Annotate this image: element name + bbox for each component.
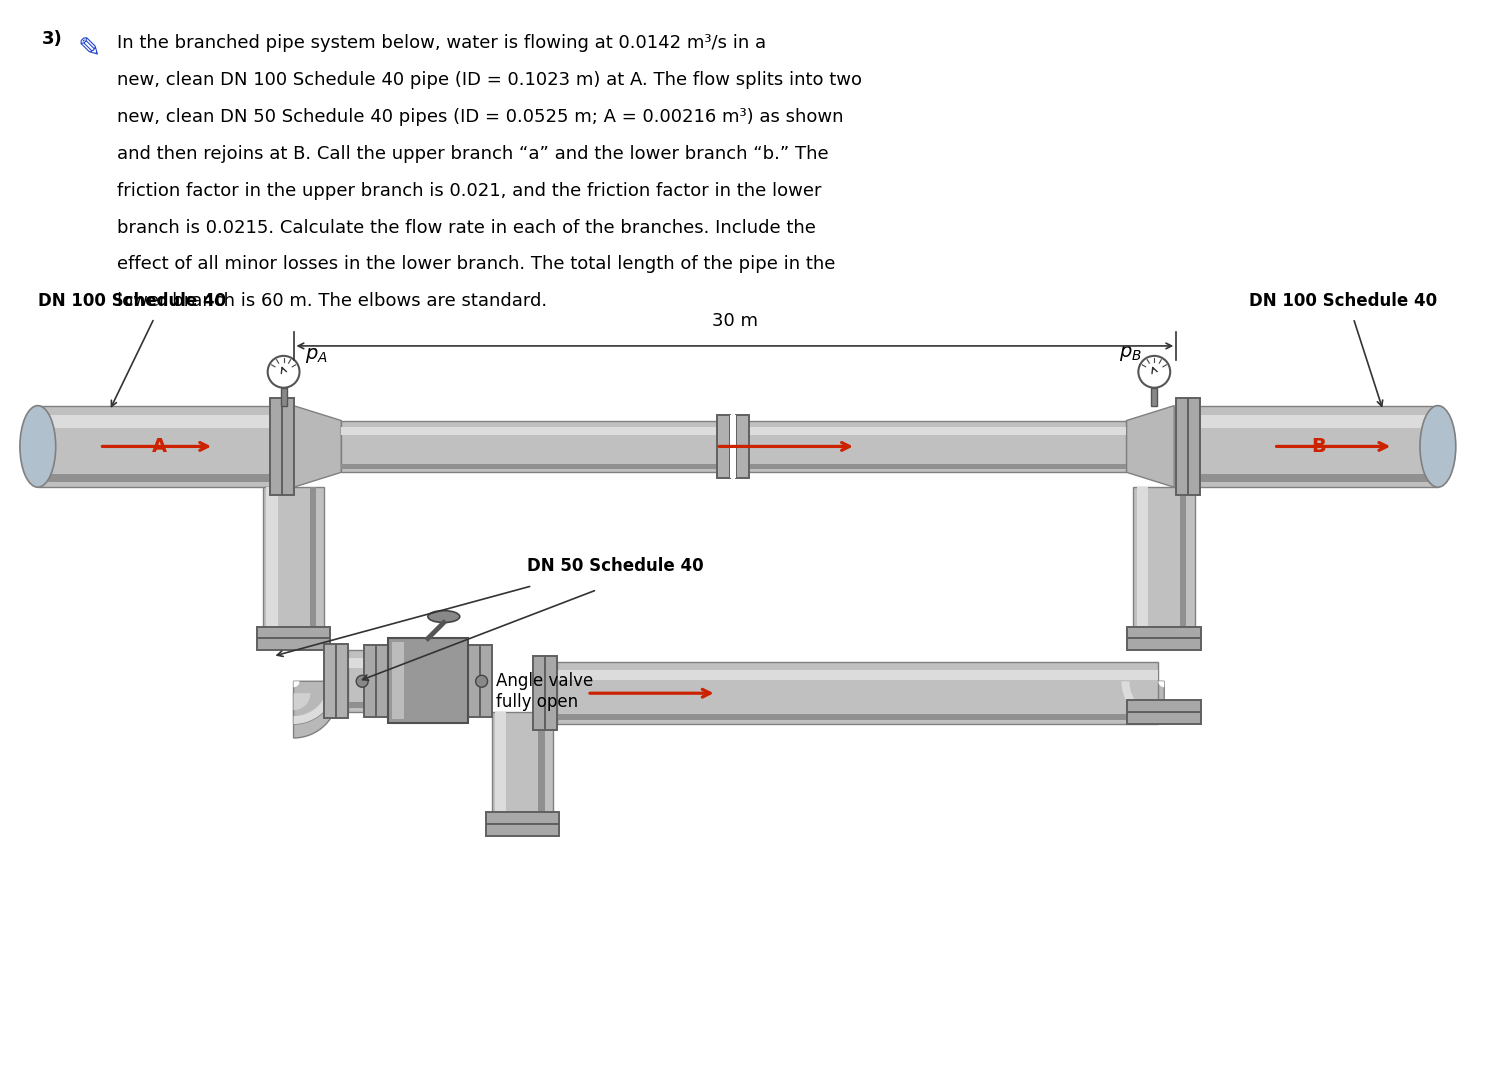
Wedge shape <box>1121 681 1164 724</box>
Wedge shape <box>294 693 310 710</box>
Bar <box>533 657 545 730</box>
Bar <box>392 643 404 720</box>
Bar <box>1188 406 1437 487</box>
Bar <box>1127 627 1201 639</box>
Text: effect of all minor losses in the lower branch. The total length of the pipe in : effect of all minor losses in the lower … <box>117 256 836 273</box>
Circle shape <box>267 356 300 388</box>
Bar <box>1181 487 1187 627</box>
Bar <box>324 645 336 718</box>
Bar <box>717 415 731 479</box>
Polygon shape <box>294 406 342 487</box>
Text: 3): 3) <box>42 31 62 48</box>
Bar <box>1151 388 1157 406</box>
Bar <box>1188 474 1437 482</box>
Circle shape <box>1139 356 1170 388</box>
Text: branch is 0.0215. Calculate the flow rate in each of the branches. Include the: branch is 0.0215. Calculate the flow rat… <box>117 219 817 237</box>
Bar <box>257 627 330 639</box>
Circle shape <box>356 675 368 688</box>
Bar <box>486 824 560 836</box>
Bar <box>281 388 287 406</box>
Polygon shape <box>1127 406 1175 487</box>
Wedge shape <box>294 681 336 724</box>
Bar <box>364 645 376 717</box>
Bar <box>342 426 1127 435</box>
Text: and then rejoins at B. Call the upper branch “a” and the lower branch “b.” The: and then rejoins at B. Call the upper br… <box>117 145 829 163</box>
Bar <box>349 650 394 712</box>
Wedge shape <box>294 693 339 738</box>
Bar <box>557 669 1158 680</box>
Wedge shape <box>1158 681 1164 688</box>
Text: ✎: ✎ <box>77 35 101 64</box>
Bar <box>1127 639 1201 650</box>
Text: lower branch is 60 m. The elbows are standard.: lower branch is 60 m. The elbows are sta… <box>117 292 548 310</box>
Text: A: A <box>151 437 166 456</box>
Wedge shape <box>294 681 336 724</box>
Text: friction factor in the upper branch is 0.021, and the friction factor in the low: friction factor in the upper branch is 0… <box>117 181 821 199</box>
Bar <box>376 645 388 717</box>
Text: $p_B$: $p_B$ <box>1120 344 1142 364</box>
Bar <box>731 415 737 479</box>
Text: DN 50 Schedule 40: DN 50 Schedule 40 <box>527 556 704 575</box>
Bar <box>1138 487 1148 627</box>
Circle shape <box>475 675 487 688</box>
Bar <box>263 487 324 627</box>
Bar <box>309 487 316 627</box>
Bar <box>1176 398 1188 496</box>
Bar <box>282 398 294 496</box>
Bar <box>1127 700 1201 712</box>
Text: DN 100 Schedule 40: DN 100 Schedule 40 <box>1249 292 1437 310</box>
Text: 30 m: 30 m <box>711 312 757 330</box>
Bar <box>1188 416 1437 429</box>
Bar <box>468 645 480 717</box>
Bar <box>266 487 278 627</box>
Bar <box>257 639 330 650</box>
Text: $p_A$: $p_A$ <box>306 346 328 366</box>
Bar <box>270 398 282 496</box>
Wedge shape <box>1121 681 1164 724</box>
Bar <box>539 712 545 811</box>
Bar <box>1133 487 1195 627</box>
Bar <box>737 415 750 479</box>
Bar <box>1188 398 1200 496</box>
Bar <box>388 639 468 723</box>
Text: B: B <box>1311 437 1326 456</box>
Bar <box>480 645 492 717</box>
Text: In the branched pipe system below, water is flowing at 0.0142 m³/s in a: In the branched pipe system below, water… <box>117 34 766 52</box>
Text: DN 100 Schedule 40: DN 100 Schedule 40 <box>37 292 226 310</box>
Bar <box>37 416 273 429</box>
Bar <box>492 712 554 811</box>
Ellipse shape <box>428 611 460 623</box>
Wedge shape <box>294 681 300 688</box>
Ellipse shape <box>19 406 56 487</box>
Bar <box>336 645 349 718</box>
Bar <box>342 421 1127 472</box>
Bar <box>342 464 1127 469</box>
Bar <box>545 657 557 730</box>
Bar <box>37 474 273 482</box>
Text: new, clean DN 50 Schedule 40 pipes (ID = 0.0525 m; A = 0.00216 m³) as shown: new, clean DN 50 Schedule 40 pipes (ID =… <box>117 108 843 126</box>
Bar <box>496 712 506 811</box>
Bar <box>349 702 394 709</box>
Bar <box>349 658 394 667</box>
Ellipse shape <box>1420 406 1455 487</box>
Bar <box>557 662 1158 724</box>
Bar <box>1127 712 1201 724</box>
Bar <box>37 406 273 487</box>
Text: Angle valve
fully open: Angle valve fully open <box>496 672 593 711</box>
Text: new, clean DN 100 Schedule 40 pipe (ID = 0.1023 m) at A. The flow splits into tw: new, clean DN 100 Schedule 40 pipe (ID =… <box>117 71 863 90</box>
Bar <box>486 811 560 824</box>
Bar <box>557 714 1158 721</box>
